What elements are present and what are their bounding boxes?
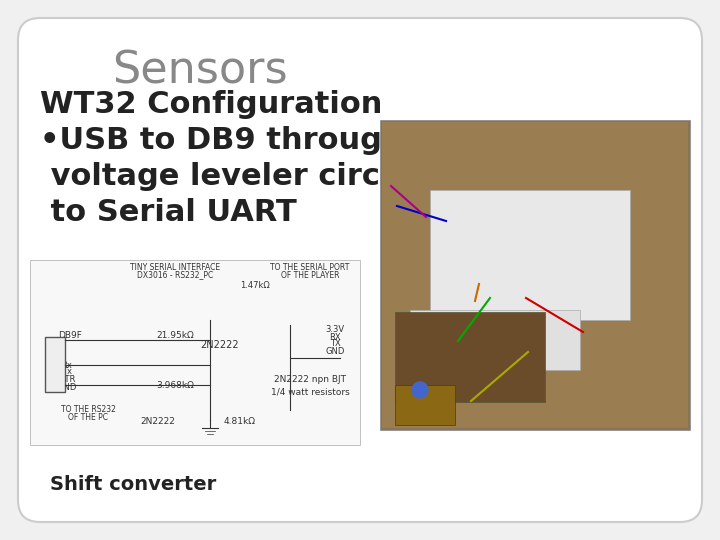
Text: 1/4 watt resistors: 1/4 watt resistors [271, 388, 349, 396]
Text: TX: TX [330, 340, 341, 348]
Circle shape [412, 382, 428, 398]
FancyBboxPatch shape [395, 385, 455, 425]
Text: DX3016 - RS232_PC: DX3016 - RS232_PC [137, 271, 213, 280]
Text: TINY SERIAL INTERFACE: TINY SERIAL INTERFACE [130, 264, 220, 273]
FancyBboxPatch shape [382, 122, 688, 428]
FancyBboxPatch shape [395, 312, 545, 402]
FancyBboxPatch shape [380, 120, 690, 430]
Text: GND: GND [325, 347, 345, 355]
Text: Shift converter: Shift converter [50, 476, 216, 495]
FancyBboxPatch shape [45, 337, 65, 392]
Text: •USB to DB9 through: •USB to DB9 through [40, 126, 403, 155]
Text: WT32 Configuration: WT32 Configuration [40, 90, 382, 119]
Text: DB9F: DB9F [58, 330, 82, 340]
Text: Tx: Tx [62, 368, 72, 376]
Text: 2N2222 npn BJT: 2N2222 npn BJT [274, 375, 346, 384]
Text: 2N2222: 2N2222 [140, 417, 176, 427]
Text: GND: GND [58, 383, 77, 393]
Text: 3.3V: 3.3V [325, 326, 345, 334]
FancyBboxPatch shape [18, 18, 702, 522]
Text: OF THE PC: OF THE PC [68, 413, 108, 422]
Text: to Serial UART: to Serial UART [40, 198, 297, 227]
Text: RX: RX [329, 333, 341, 341]
Text: 3.968kΩ: 3.968kΩ [156, 381, 194, 389]
Text: OF THE PLAYER: OF THE PLAYER [281, 271, 339, 280]
Text: 21.95kΩ: 21.95kΩ [156, 330, 194, 340]
Text: Rx: Rx [62, 361, 73, 369]
Text: TO THE SERIAL PORT: TO THE SERIAL PORT [270, 264, 350, 273]
Text: voltage leveler circuit: voltage leveler circuit [40, 162, 427, 191]
Text: DTR: DTR [58, 375, 76, 383]
Text: Sensors: Sensors [112, 50, 288, 93]
FancyBboxPatch shape [30, 260, 360, 445]
Text: 4.81kΩ: 4.81kΩ [224, 417, 256, 427]
FancyBboxPatch shape [410, 310, 580, 370]
Text: 2N2222: 2N2222 [201, 340, 239, 350]
FancyBboxPatch shape [430, 190, 630, 320]
Text: 1.47kΩ: 1.47kΩ [240, 280, 270, 289]
Text: TO THE RS232: TO THE RS232 [60, 406, 115, 415]
